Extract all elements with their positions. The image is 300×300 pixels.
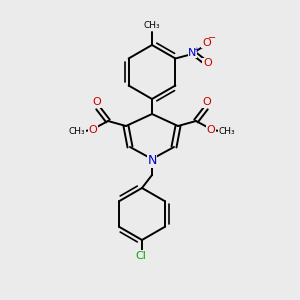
Text: O: O xyxy=(207,125,215,135)
Text: O: O xyxy=(202,38,211,47)
Text: CH₃: CH₃ xyxy=(144,22,160,31)
Text: CH₃: CH₃ xyxy=(69,127,85,136)
Text: N: N xyxy=(147,154,157,167)
Text: CH₃: CH₃ xyxy=(219,127,235,136)
Text: N: N xyxy=(188,47,196,58)
Text: +: + xyxy=(194,46,199,52)
Text: O: O xyxy=(202,97,211,107)
Text: O: O xyxy=(88,125,98,135)
Text: −: − xyxy=(208,34,216,44)
Text: O: O xyxy=(93,97,101,107)
Text: O: O xyxy=(203,58,212,68)
Text: Cl: Cl xyxy=(136,251,146,261)
